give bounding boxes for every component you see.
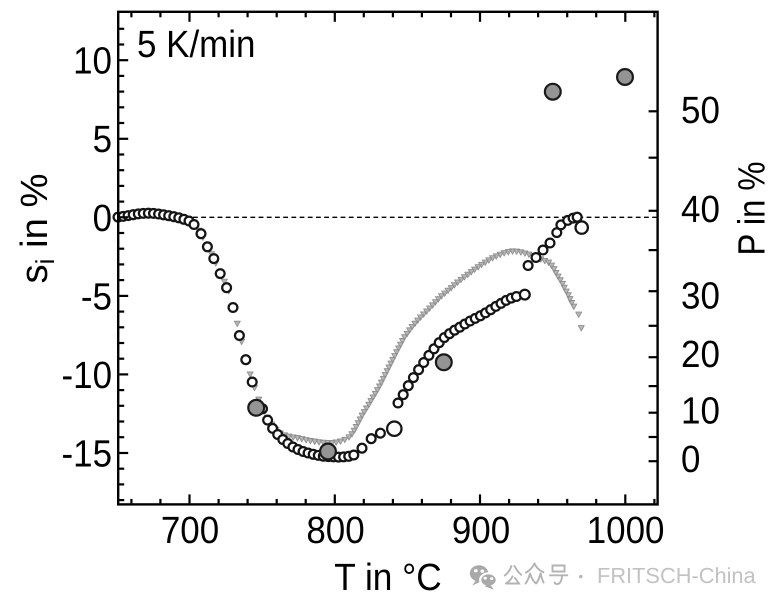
svg-text:50: 50 <box>681 90 720 132</box>
svg-text:800: 800 <box>306 510 364 552</box>
svg-text:1000: 1000 <box>587 510 665 552</box>
svg-text:5 K/min: 5 K/min <box>137 24 256 66</box>
svg-text:-5: -5 <box>81 276 112 318</box>
svg-text:5: 5 <box>93 119 112 161</box>
svg-text:P in %: P in % <box>732 162 774 256</box>
svg-text:10: 10 <box>73 41 112 83</box>
svg-text:-15: -15 <box>62 433 113 475</box>
svg-text:20: 20 <box>681 334 720 376</box>
svg-text:10: 10 <box>681 391 720 433</box>
svg-text:0: 0 <box>681 439 700 481</box>
svg-text:30: 30 <box>681 276 720 318</box>
svg-text:-10: -10 <box>62 355 113 397</box>
svg-text:40: 40 <box>681 189 720 231</box>
svg-text:si in %: si in % <box>14 174 60 284</box>
svg-text:FRITSCH-China: FRITSCH-China <box>597 563 757 588</box>
svg-text:T in °C: T in °C <box>334 557 442 599</box>
svg-text:900: 900 <box>452 510 510 552</box>
svg-text:0: 0 <box>93 198 112 240</box>
svg-text:700: 700 <box>161 510 219 552</box>
